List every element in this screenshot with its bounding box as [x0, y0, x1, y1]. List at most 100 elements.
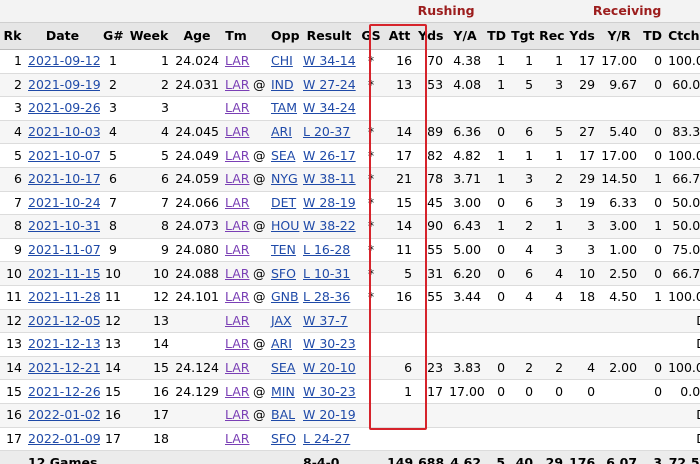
cell-date[interactable]: 2021-11-28 — [25, 285, 100, 310]
cell-team[interactable]: LAR — [222, 120, 250, 145]
cell-result[interactable]: W 34-24 — [300, 96, 358, 121]
cell-team-link[interactable]: LAR — [225, 242, 250, 258]
cell-date-link[interactable]: 2021-10-07 — [28, 147, 100, 163]
cell-date-link[interactable]: 2021-12-05 — [28, 312, 100, 328]
cell-date-link[interactable]: 2021-11-28 — [28, 289, 100, 305]
cell-opponent[interactable]: SFO — [268, 261, 300, 286]
cell-result[interactable]: W 20-19 — [300, 403, 358, 428]
cell-opponent-link[interactable]: SFO — [271, 430, 296, 446]
cell-date-link[interactable]: 2022-01-02 — [28, 407, 100, 423]
cell-team-link[interactable]: LAR — [225, 289, 250, 305]
cell-opponent[interactable]: HOU — [268, 214, 300, 239]
col-header-rk[interactable]: Rk — [0, 22, 25, 50]
cell-result-link[interactable]: W 27-24 — [303, 76, 356, 92]
cell-date[interactable]: 2021-12-26 — [25, 379, 100, 404]
cell-date[interactable]: 2021-12-21 — [25, 356, 100, 381]
cell-opponent-link[interactable]: DET — [271, 194, 297, 210]
cell-team[interactable]: LAR — [222, 49, 250, 74]
cell-result-link[interactable]: L 24-27 — [303, 430, 351, 446]
cell-team[interactable]: LAR — [222, 403, 250, 428]
cell-date-link[interactable]: 2021-11-07 — [28, 242, 100, 258]
cell-opponent-link[interactable]: SEA — [271, 147, 296, 163]
cell-result[interactable]: W 26-17 — [300, 143, 358, 168]
col-header-home-away[interactable] — [250, 22, 268, 50]
cell-team[interactable]: LAR — [222, 238, 250, 263]
cell-team[interactable]: LAR — [222, 214, 250, 239]
cell-team[interactable]: LAR — [222, 356, 250, 381]
col-header-opponent[interactable]: Opp — [268, 22, 300, 50]
col-header-game-number[interactable]: G# — [100, 22, 126, 50]
cell-date[interactable]: 2021-10-07 — [25, 143, 100, 168]
cell-team[interactable]: LAR — [222, 143, 250, 168]
cell-team-link[interactable]: LAR — [225, 76, 250, 92]
cell-team-link[interactable]: LAR — [225, 53, 250, 69]
cell-result[interactable]: W 27-24 — [300, 73, 358, 98]
cell-opponent[interactable]: MIN — [268, 379, 300, 404]
cell-team-link[interactable]: LAR — [225, 124, 250, 140]
cell-team-link[interactable]: LAR — [225, 360, 250, 376]
cell-date-link[interactable]: 2021-11-15 — [28, 265, 100, 281]
cell-opponent[interactable]: TEN — [268, 238, 300, 263]
col-header-week[interactable]: Week — [126, 22, 172, 50]
cell-date-link[interactable]: 2021-12-13 — [28, 336, 100, 352]
cell-date[interactable]: 2021-10-03 — [25, 120, 100, 145]
cell-date-link[interactable]: 2021-12-21 — [28, 360, 100, 376]
cell-team-link[interactable]: LAR — [225, 100, 250, 116]
cell-opponent-link[interactable]: IND — [271, 76, 294, 92]
cell-opponent[interactable]: JAX — [268, 309, 300, 334]
cell-opponent-link[interactable]: TEN — [271, 242, 296, 258]
cell-date-link[interactable]: 2021-10-31 — [28, 218, 100, 234]
cell-opponent[interactable]: GNB — [268, 285, 300, 310]
cell-opponent[interactable]: TAM — [268, 96, 300, 121]
cell-result-link[interactable]: W 34-14 — [303, 53, 356, 69]
cell-opponent-link[interactable]: GNB — [271, 289, 299, 305]
cell-team-link[interactable]: LAR — [225, 336, 250, 352]
cell-result-link[interactable]: W 20-10 — [303, 360, 356, 376]
cell-opponent[interactable]: IND — [268, 73, 300, 98]
cell-date[interactable]: 2021-09-26 — [25, 96, 100, 121]
cell-date-link[interactable]: 2021-12-26 — [28, 383, 100, 399]
cell-team[interactable]: LAR — [222, 427, 250, 452]
cell-date[interactable]: 2022-01-02 — [25, 403, 100, 428]
cell-opponent-link[interactable]: BAL — [271, 407, 296, 423]
cell-result[interactable]: L 10-31 — [300, 261, 358, 286]
cell-result[interactable]: W 38-11 — [300, 167, 358, 192]
cell-result-link[interactable]: L 20-37 — [303, 124, 351, 140]
cell-result[interactable]: L 28-36 — [300, 285, 358, 310]
cell-date[interactable]: 2021-12-05 — [25, 309, 100, 334]
cell-date-link[interactable]: 2021-10-24 — [28, 194, 100, 210]
cell-result-link[interactable]: L 10-31 — [303, 265, 351, 281]
cell-result[interactable]: W 34-14 — [300, 49, 358, 74]
cell-date-link[interactable]: 2021-09-12 — [28, 53, 100, 69]
cell-result-link[interactable]: W 38-22 — [303, 218, 356, 234]
cell-date-link[interactable]: 2022-01-09 — [28, 430, 100, 446]
cell-team-link[interactable]: LAR — [225, 383, 250, 399]
cell-date[interactable]: 2021-12-13 — [25, 332, 100, 357]
col-header-receptions[interactable]: Rec — [536, 22, 567, 50]
cell-team[interactable]: LAR — [222, 73, 250, 98]
cell-team[interactable]: LAR — [222, 285, 250, 310]
col-header-date[interactable]: Date — [25, 22, 100, 50]
cell-team-link[interactable]: LAR — [225, 194, 250, 210]
col-header-rush-td[interactable]: TD — [484, 22, 509, 50]
cell-team-link[interactable]: LAR — [225, 312, 250, 328]
cell-result-link[interactable]: W 30-23 — [303, 336, 356, 352]
col-header-catch-pct[interactable]: Ctch% — [665, 22, 700, 50]
cell-team[interactable]: LAR — [222, 309, 250, 334]
cell-date[interactable]: 2021-10-24 — [25, 191, 100, 216]
cell-result[interactable]: W 30-23 — [300, 379, 358, 404]
cell-result-link[interactable]: W 34-24 — [303, 100, 356, 116]
cell-result[interactable]: W 28-19 — [300, 191, 358, 216]
cell-opponent-link[interactable]: SEA — [271, 360, 296, 376]
cell-team-link[interactable]: LAR — [225, 171, 250, 187]
col-header-games-started[interactable]: GS — [358, 22, 385, 50]
cell-opponent[interactable]: SEA — [268, 356, 300, 381]
cell-team-link[interactable]: LAR — [225, 407, 250, 423]
col-header-yards-per-rec[interactable]: Y/R — [598, 22, 641, 50]
cell-opponent[interactable]: NYG — [268, 167, 300, 192]
col-header-rec-td[interactable]: TD — [640, 22, 666, 50]
cell-result-link[interactable]: W 28-19 — [303, 194, 356, 210]
col-header-targets[interactable]: Tgt — [508, 22, 537, 50]
cell-date[interactable]: 2021-10-17 — [25, 167, 100, 192]
cell-opponent-link[interactable]: TAM — [271, 100, 298, 116]
